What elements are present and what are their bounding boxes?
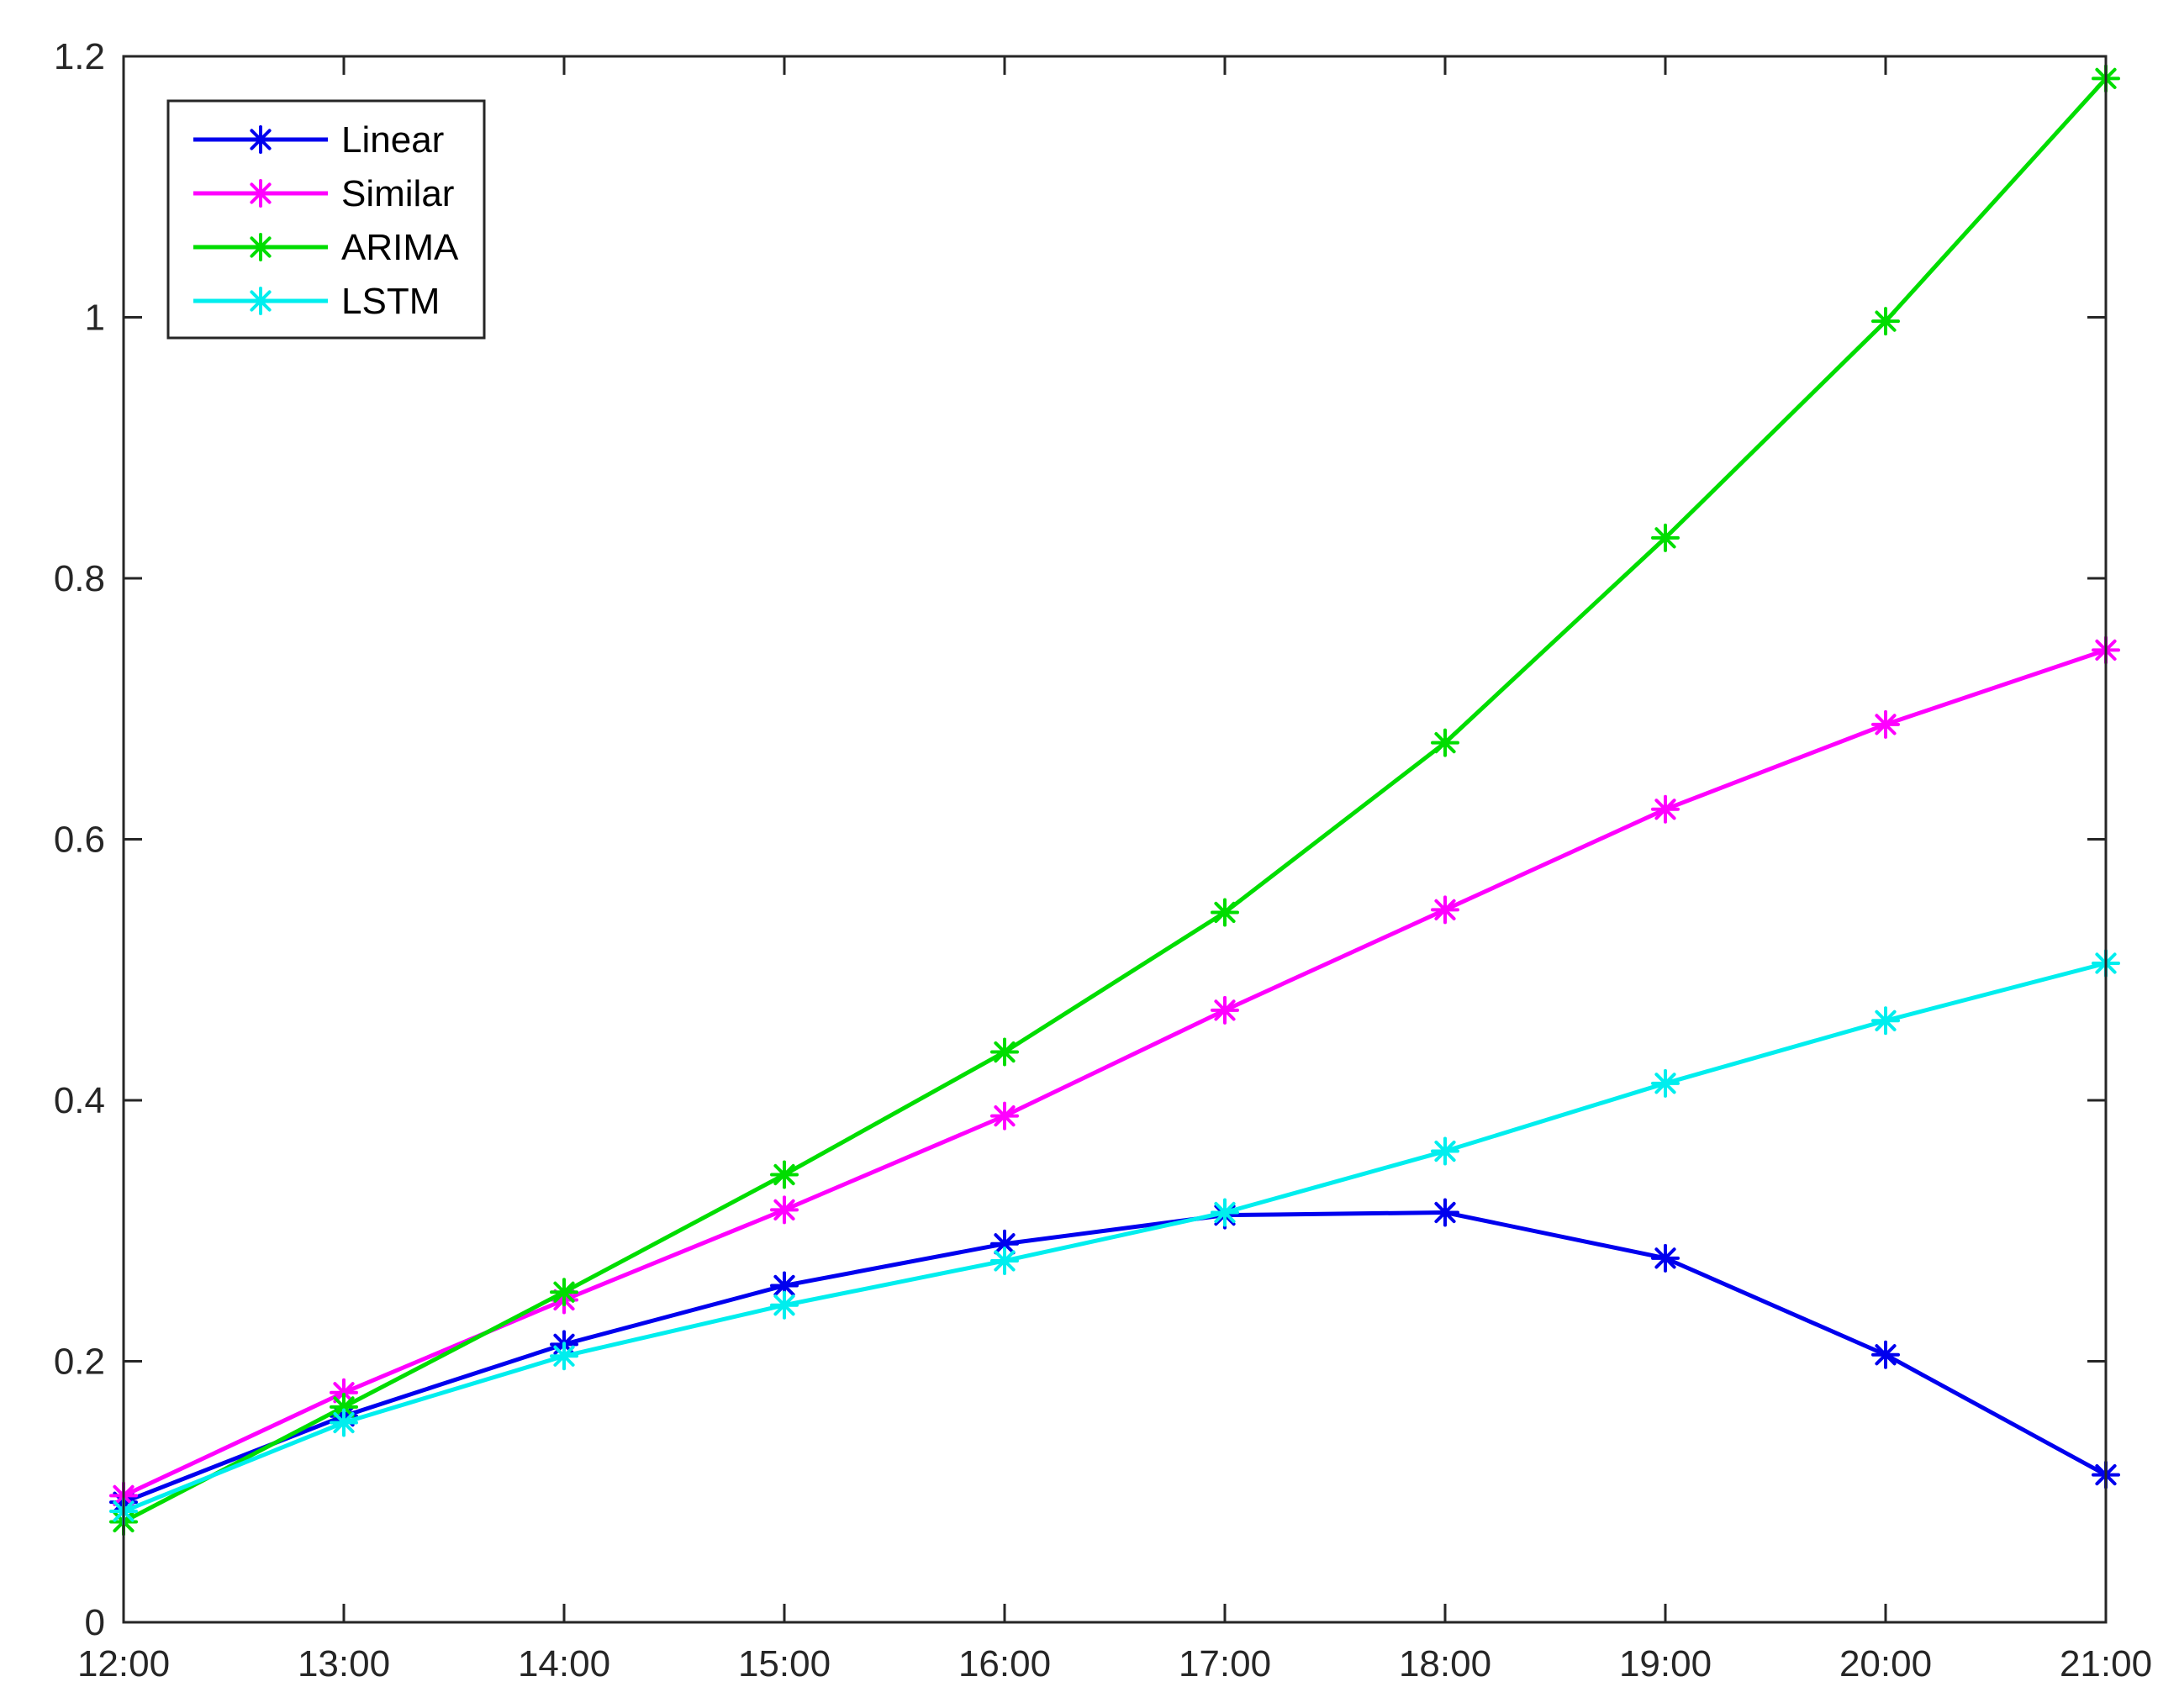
x-tick-label: 13:00 xyxy=(298,1643,390,1684)
data-point-lstm xyxy=(550,1342,578,1371)
y-tick-label: 0.6 xyxy=(54,820,105,861)
data-point-lstm xyxy=(330,1408,358,1437)
legend-label: Linear xyxy=(341,119,444,161)
data-point-similar xyxy=(990,1101,1019,1131)
legend[interactable]: Linear Similar ARIMA LSTM xyxy=(166,99,486,340)
x-tick-label: 18:00 xyxy=(1399,1643,1491,1684)
data-point-arima xyxy=(770,1160,799,1189)
legend-swatch-marker xyxy=(246,125,275,154)
data-point-linear xyxy=(1871,1340,1900,1369)
data-point-lstm xyxy=(770,1290,799,1320)
y-tick-label: 1.2 xyxy=(54,36,105,77)
series-line-similar xyxy=(122,648,2107,1498)
x-tick-label: 14:00 xyxy=(518,1643,610,1684)
data-point-lstm xyxy=(1651,1068,1680,1098)
x-tick-label: 20:00 xyxy=(1839,1643,1932,1684)
y-tick-label: 0.2 xyxy=(54,1342,105,1383)
data-point-lstm xyxy=(1431,1136,1459,1166)
x-tick-label: 12:00 xyxy=(77,1643,170,1684)
data-point-arima xyxy=(1651,523,1680,552)
legend-swatch-marker xyxy=(246,287,275,315)
series-layer xyxy=(109,64,2120,1537)
x-tick-label: 19:00 xyxy=(1619,1643,1712,1684)
legend-label: Similar xyxy=(341,173,454,214)
data-point-similar xyxy=(770,1195,799,1225)
data-point-arima xyxy=(990,1037,1019,1067)
data-point-linear xyxy=(1431,1198,1459,1227)
legend-item-similar[interactable]: Similar xyxy=(193,173,454,214)
legend-swatch-marker xyxy=(246,233,275,261)
legend-item-arima[interactable]: ARIMA xyxy=(193,227,459,268)
x-tick-label: 16:00 xyxy=(958,1643,1051,1684)
data-point-lstm xyxy=(1871,1006,1900,1036)
data-point-similar xyxy=(1871,709,1900,739)
data-point-similar xyxy=(1211,995,1239,1025)
x-tick-label: 15:00 xyxy=(738,1643,831,1684)
data-point-linear xyxy=(1651,1243,1680,1273)
axes-layer: 12:00 13:00 14:00 15:00 16:00 17:00 18:00 19:00… xyxy=(54,36,2152,1684)
x-tick-label: 17:00 xyxy=(1179,1643,1271,1684)
legend-label: ARIMA xyxy=(341,227,459,268)
legend-label: LSTM xyxy=(341,281,440,322)
data-point-lstm xyxy=(990,1246,1019,1275)
y-tick-label: 0.8 xyxy=(54,558,105,599)
data-point-arima xyxy=(550,1278,578,1307)
y-tick-label: 0.4 xyxy=(54,1080,105,1121)
data-point-similar xyxy=(1651,794,1680,824)
data-point-lstm xyxy=(1211,1198,1239,1227)
series-line-arima xyxy=(122,76,2108,1524)
legend-item-lstm[interactable]: LSTM xyxy=(193,281,440,322)
y-tick-label: 1 xyxy=(85,298,105,339)
series-line-linear xyxy=(123,1210,2108,1505)
x-tick-label: 21:00 xyxy=(2060,1643,2152,1684)
data-point-arima xyxy=(1871,307,1900,336)
y-tick-label: 0 xyxy=(85,1602,105,1643)
data-point-arima xyxy=(1431,728,1459,757)
legend-swatch-marker xyxy=(246,179,275,208)
series-line-lstm xyxy=(123,961,2107,1514)
series-lstm xyxy=(109,948,2120,1526)
data-point-similar xyxy=(1431,895,1459,925)
legend-item-linear[interactable]: Linear xyxy=(193,119,444,161)
data-point-arima xyxy=(1211,898,1239,927)
